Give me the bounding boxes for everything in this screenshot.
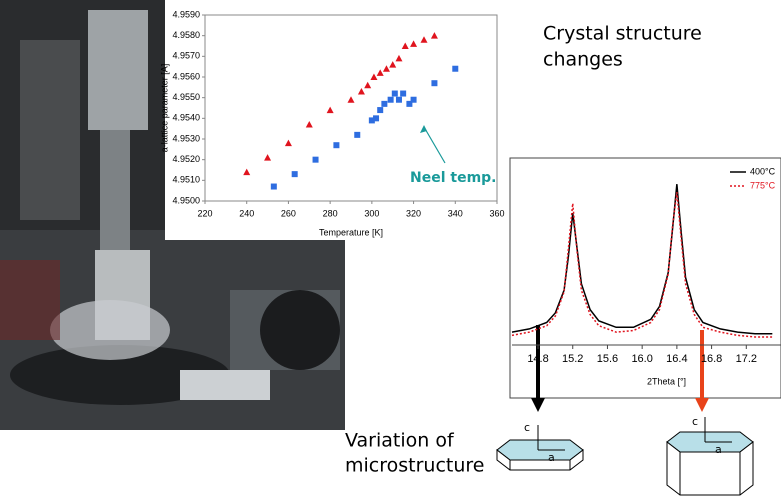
- arrow: [531, 398, 545, 412]
- variation-text: microstructure: [345, 455, 484, 477]
- hex-tall: [666, 417, 754, 496]
- point: [452, 65, 459, 72]
- annotation-arrow: [420, 125, 427, 133]
- point: [395, 96, 402, 103]
- y-tick-label: 4.9560: [172, 71, 200, 81]
- x-tick-label: 260: [281, 208, 296, 218]
- legend-label: 400°C: [750, 166, 776, 176]
- point: [364, 81, 372, 89]
- point: [270, 183, 277, 190]
- x-tick-label: 320: [406, 208, 421, 218]
- y-tick-label: 4.9530: [172, 133, 200, 143]
- variation-text: Variation of: [345, 430, 455, 452]
- scatter-panel: [165, 0, 510, 240]
- annotation-arrow: [423, 126, 446, 164]
- heading: changes: [543, 49, 623, 71]
- x-tick-label: 14.8: [527, 353, 548, 365]
- x-tick-label: 16.0: [631, 353, 652, 365]
- point: [357, 87, 365, 95]
- point: [264, 154, 272, 161]
- point: [430, 32, 438, 39]
- point: [387, 96, 394, 103]
- plot-area: [204, 14, 498, 202]
- point: [377, 107, 384, 114]
- point: [291, 171, 298, 178]
- axis-a: a: [548, 451, 555, 464]
- y-tick-label: 4.9510: [172, 175, 200, 185]
- y-tick-label: 4.9590: [172, 9, 200, 19]
- x-tick-label: 16.8: [701, 353, 722, 365]
- x-axis-label: Temperature [K]: [319, 227, 383, 237]
- x-axis-label: 2Theta [°]: [647, 376, 686, 386]
- x-tick-label: 15.6: [597, 353, 618, 365]
- hex-flat: [496, 425, 584, 471]
- x-tick-label: 17.2: [736, 353, 757, 365]
- x-tick-label: 360: [489, 208, 504, 218]
- point: [312, 156, 319, 163]
- x-tick-label: 240: [239, 208, 254, 218]
- point: [354, 131, 361, 138]
- point: [373, 115, 380, 122]
- point: [368, 117, 375, 124]
- point: [410, 96, 417, 103]
- y-tick-label: 4.9520: [172, 154, 200, 164]
- x-tick-label: 280: [323, 208, 338, 218]
- point: [370, 73, 378, 80]
- x-tick-label: 340: [448, 208, 463, 218]
- point: [326, 106, 334, 114]
- arrow: [695, 398, 709, 412]
- x-tick-label: 300: [364, 208, 379, 218]
- point: [305, 121, 313, 128]
- y-axis-label: a-lattice parameter [A]: [159, 64, 169, 153]
- point: [400, 90, 407, 97]
- point: [243, 168, 251, 176]
- y-tick-label: 4.9500: [172, 195, 200, 205]
- point: [333, 142, 340, 149]
- point: [389, 61, 397, 68]
- point: [401, 42, 409, 49]
- x-tick-label: 16.4: [666, 353, 687, 365]
- line-panel: [509, 157, 781, 399]
- y-tick-label: 4.9540: [172, 113, 200, 123]
- point: [391, 90, 398, 97]
- y-tick-label: 4.9580: [172, 30, 200, 40]
- point: [381, 100, 388, 107]
- x-tick-label: 15.2: [562, 353, 583, 365]
- axis-c: c: [692, 415, 698, 428]
- point: [420, 36, 428, 43]
- heading: Crystal structure: [543, 23, 702, 45]
- point: [431, 80, 438, 87]
- point: [347, 96, 355, 103]
- point: [410, 40, 418, 47]
- y-tick-label: 4.9550: [172, 92, 200, 102]
- axis-c: c: [524, 421, 530, 434]
- point: [382, 65, 390, 72]
- point: [395, 54, 403, 62]
- x-tick-label: 220: [197, 208, 212, 218]
- line-series: [511, 192, 773, 338]
- point: [406, 100, 413, 107]
- axis-a: a: [715, 443, 722, 456]
- annotation: Neel temp.: [410, 170, 497, 186]
- legend-label: 775°C: [750, 180, 776, 190]
- line-series: [511, 184, 773, 335]
- point: [376, 69, 384, 76]
- point: [284, 139, 292, 147]
- y-tick-label: 4.9570: [172, 51, 200, 61]
